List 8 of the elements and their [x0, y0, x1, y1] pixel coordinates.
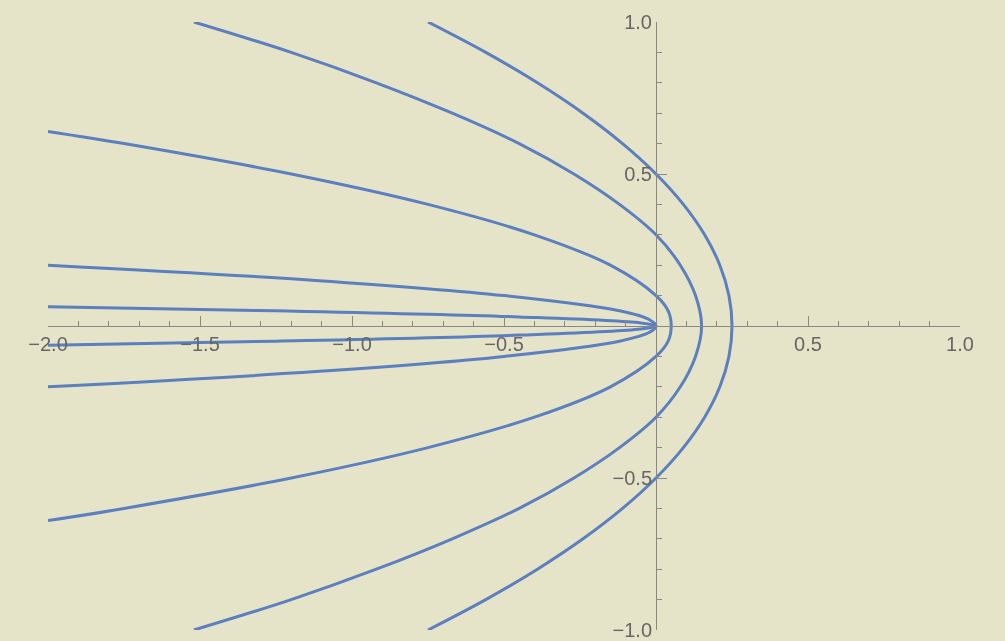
- x-tick-label: −0.5: [484, 333, 524, 355]
- x-tick-label: −2.0: [28, 333, 68, 355]
- x-tick-label: 1.0: [946, 333, 974, 355]
- y-tick-label: 0.5: [624, 163, 652, 185]
- y-tick-label: −1.0: [612, 619, 652, 641]
- y-tick-label: 1.0: [624, 11, 652, 33]
- x-tick-label: 0.5: [794, 333, 822, 355]
- y-tick-label: −0.5: [612, 467, 652, 489]
